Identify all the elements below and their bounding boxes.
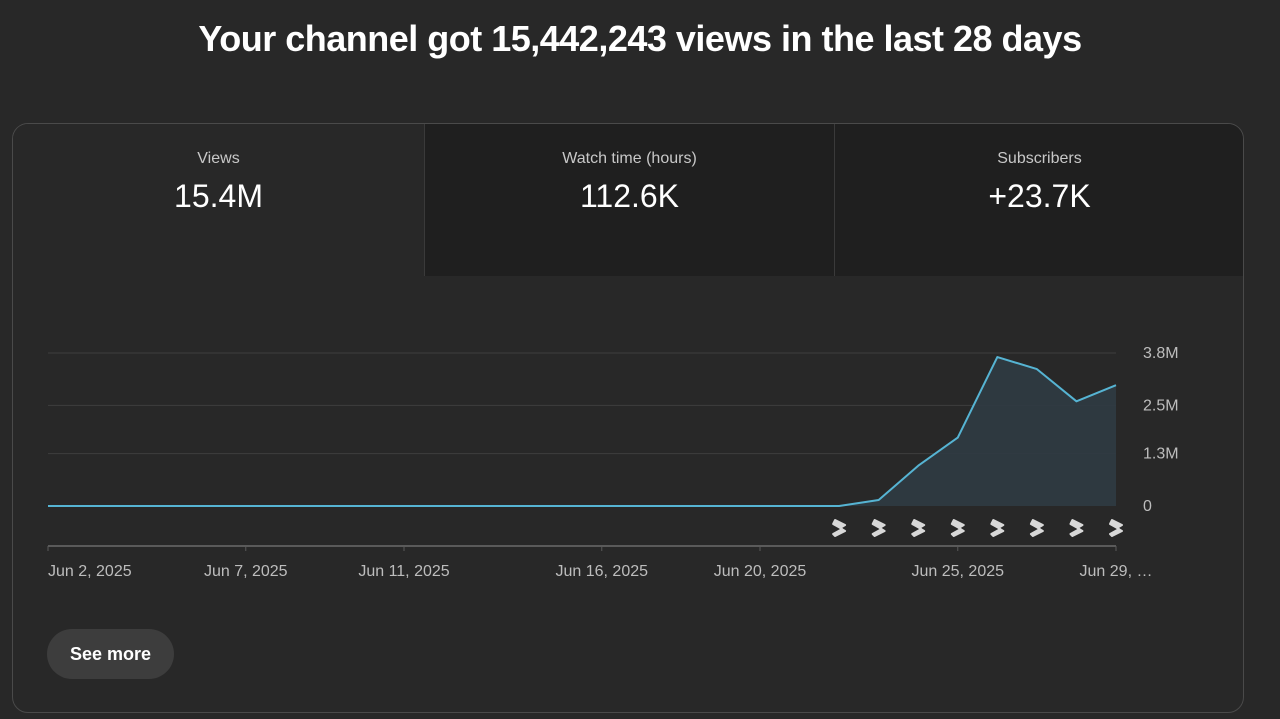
y-tick-label: 1.3M: [1143, 446, 1179, 463]
y-tick-label: 0: [1143, 498, 1152, 515]
shorts-icon: [1069, 519, 1084, 537]
tab-views-value: 15.4M: [174, 178, 263, 214]
shorts-icon-shape: [990, 519, 1005, 537]
shorts-icon-shape: [1109, 519, 1123, 537]
shorts-icon: [1029, 519, 1044, 537]
tab-subscribers[interactable]: Subscribers +23.7K: [834, 124, 1243, 276]
page-headline: Your channel got 15,442,243 views in the…: [198, 18, 1082, 59]
y-tick-label: 3.8M: [1143, 345, 1179, 362]
x-tick-label: Jun 7, 2025: [204, 563, 288, 580]
shorts-icon-shape: [832, 519, 847, 537]
views-chart: 3.8M 2.5M 1.3M 0 Jun 2, 2025 Jun 7, 2025 Jun 1…: [47, 345, 1179, 580]
shorts-icon: [832, 519, 847, 537]
shorts-icon: [1109, 519, 1123, 537]
views-area-fill: [48, 357, 1116, 506]
tab-watch-time-label: Watch time (hours): [562, 150, 697, 167]
x-tick-label: Jun 25, 2025: [912, 563, 1005, 580]
shorts-icon-shape: [950, 519, 965, 537]
tab-views[interactable]: Views 15.4M: [13, 124, 424, 276]
views-series-line: [48, 356, 1117, 507]
shorts-icon-shape: [911, 519, 926, 537]
shorts-icon: [871, 519, 886, 537]
shorts-icon-shape: [1029, 519, 1044, 537]
shorts-icon: [911, 519, 926, 537]
x-tick-label: Jun 20, 2025: [714, 563, 807, 580]
tab-views-label: Views: [197, 150, 240, 167]
see-more-button[interactable]: See more: [47, 629, 174, 679]
analytics-card: Views 15.4M Watch time (hours) 112.6K Su…: [12, 123, 1244, 713]
tab-subscribers-value: +23.7K: [988, 178, 1091, 214]
x-tick-label: Jun 2, 2025: [48, 563, 132, 580]
shorts-icon: [990, 519, 1005, 537]
y-tick-label: 2.5M: [1143, 397, 1179, 414]
metric-tabs: Views 15.4M Watch time (hours) 112.6K Su…: [13, 124, 1243, 276]
x-tick-label: Jun 29, …: [1080, 563, 1153, 580]
tab-watch-time-value: 112.6K: [579, 178, 680, 214]
tab-watch-time[interactable]: Watch time (hours) 112.6K: [424, 124, 834, 276]
shorts-icon-shape: [871, 519, 886, 537]
x-tick-label: Jun 11, 2025: [358, 563, 449, 580]
shorts-icon-shape: [1069, 519, 1084, 537]
tab-subscribers-label: Subscribers: [997, 150, 1082, 167]
shorts-icon: [950, 519, 965, 537]
x-tick-label: Jun 16, 2025: [556, 563, 649, 580]
